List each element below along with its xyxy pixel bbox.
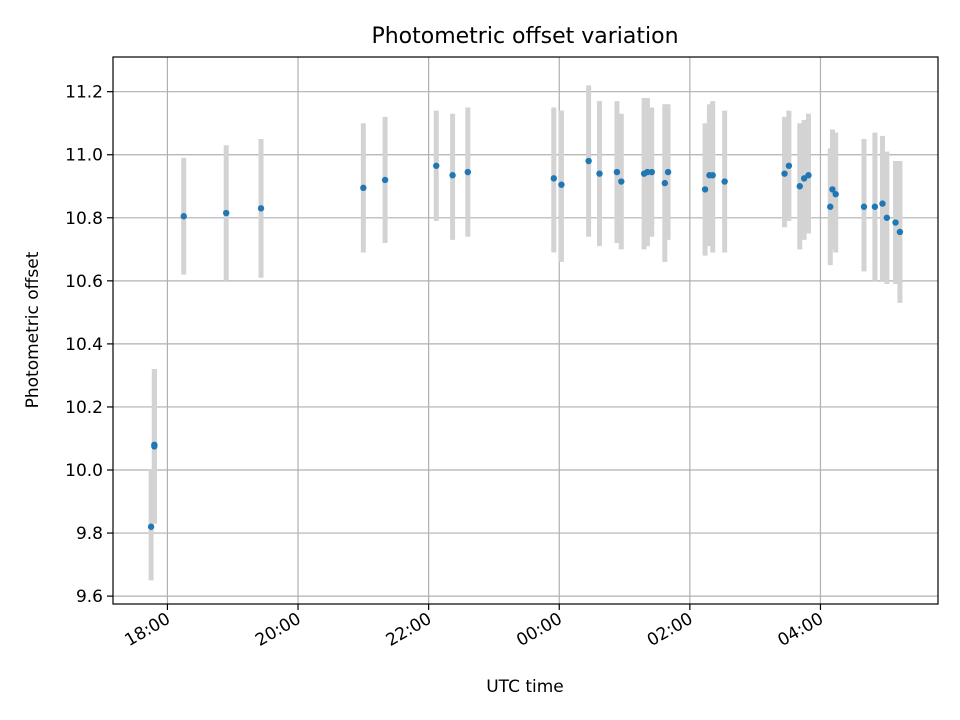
y-tick-label: 9.6	[76, 587, 103, 607]
data-point	[661, 179, 669, 187]
y-tick-label: 11.2	[65, 83, 103, 103]
data-point	[805, 172, 812, 179]
plot-frame	[112, 56, 939, 605]
y-tick-label: 10.8	[65, 209, 103, 229]
data-point	[796, 183, 803, 190]
data-points	[147, 157, 904, 530]
data-point	[721, 178, 728, 185]
data-point	[648, 168, 655, 176]
data-point	[585, 157, 592, 165]
y-tick-label: 9.8	[76, 524, 103, 544]
data-point	[879, 200, 886, 207]
data-point	[781, 170, 788, 177]
y-tick-label: 10.4	[65, 335, 103, 355]
y-axis-label: Photometric offset	[23, 251, 43, 408]
data-point	[871, 203, 879, 210]
data-point	[180, 213, 187, 220]
data-point	[433, 162, 440, 169]
data-point	[550, 175, 557, 182]
y-axis-ticks: 9.6 9.8 10.0 10.2 10.4 10.6 10.8 11.0 11.2	[65, 83, 113, 607]
data-point	[147, 523, 155, 530]
data-point	[596, 170, 603, 177]
data-point	[701, 186, 709, 193]
data-point	[883, 214, 891, 221]
data-point	[464, 168, 472, 176]
data-point	[829, 186, 836, 193]
data-point	[381, 176, 389, 184]
data-point	[558, 181, 565, 188]
x-axis-label: UTC time	[486, 677, 564, 697]
data-point	[664, 168, 672, 176]
data-point	[222, 209, 230, 217]
data-point	[618, 178, 625, 185]
data-point	[257, 205, 265, 212]
data-point	[360, 184, 367, 192]
data-point	[449, 172, 456, 179]
data-point	[892, 219, 899, 226]
data-point	[860, 203, 868, 210]
y-tick-label: 10.0	[65, 461, 103, 481]
y-tick-label: 11.0	[65, 146, 103, 166]
data-point	[613, 168, 621, 176]
grid	[113, 57, 938, 604]
data-point	[151, 443, 158, 450]
data-point	[896, 228, 904, 236]
y-tick-label: 10.2	[65, 398, 103, 418]
y-tick-label: 10.6	[65, 272, 103, 292]
data-point	[827, 203, 834, 210]
chart-title: Photometric offset variation	[371, 24, 678, 49]
data-point	[709, 172, 716, 179]
data-point	[785, 162, 793, 169]
data-point	[832, 190, 839, 198]
